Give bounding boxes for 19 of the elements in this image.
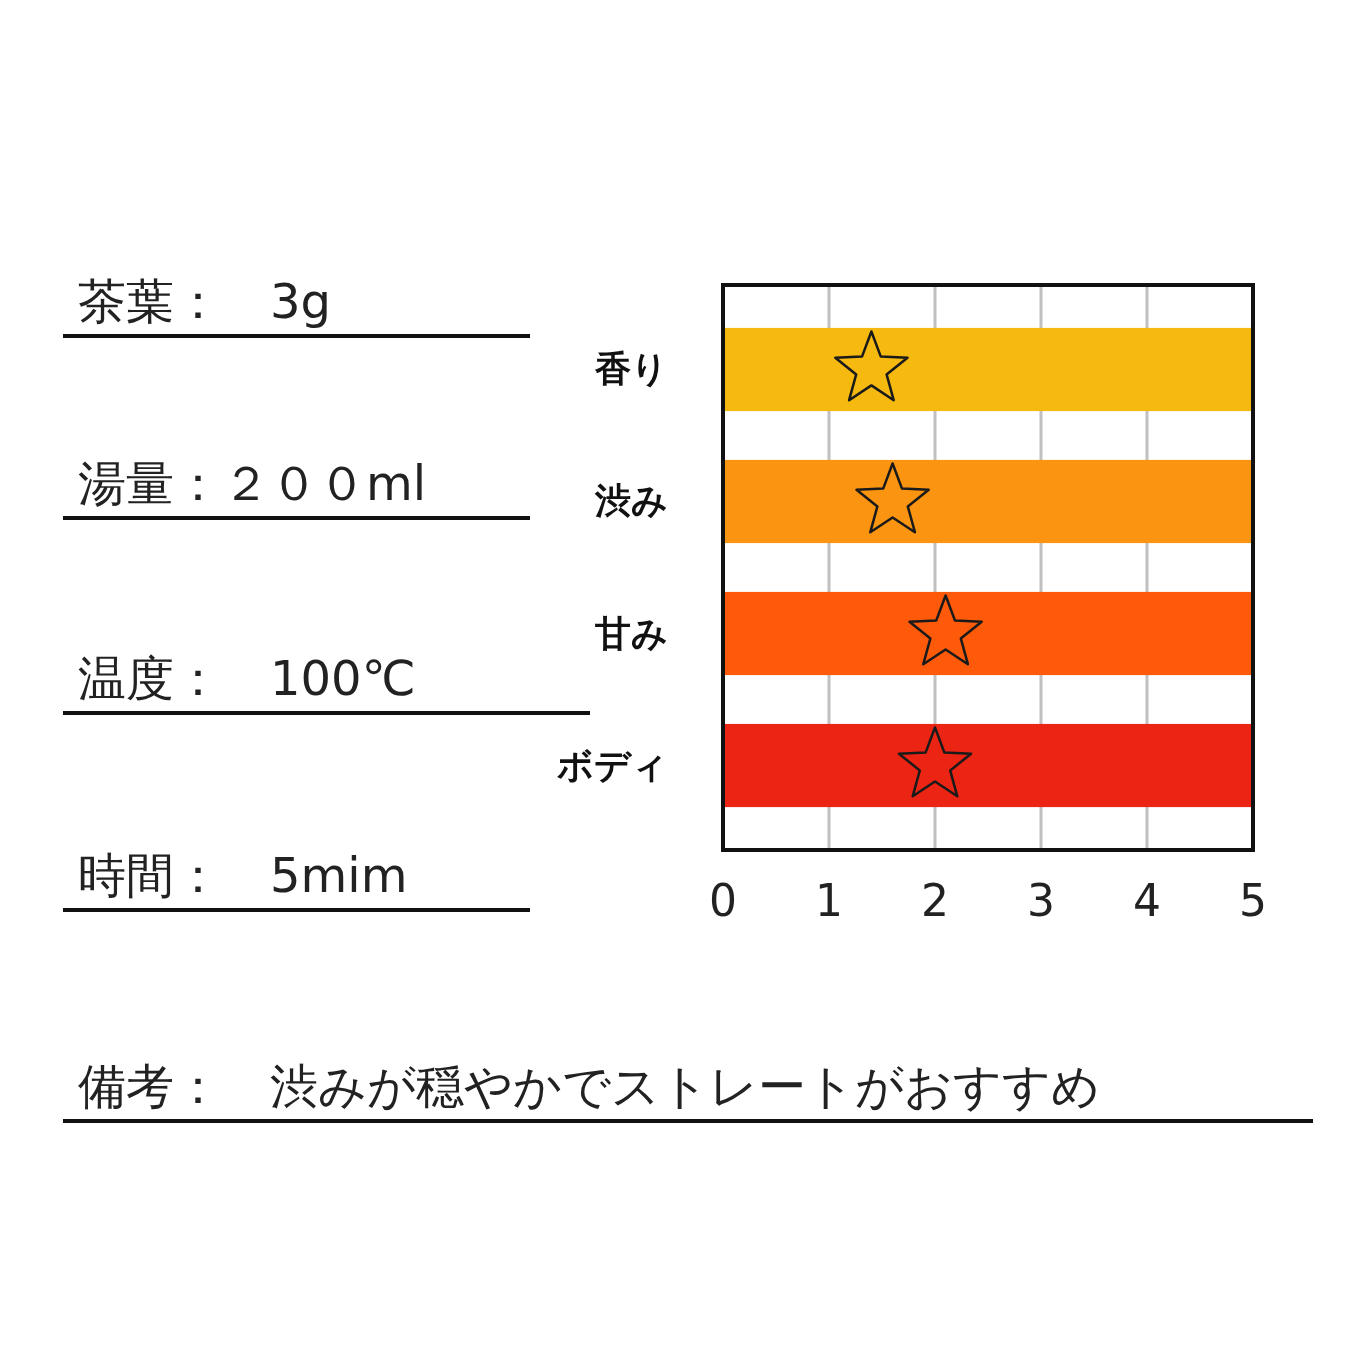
text: 温度： 100℃ xyxy=(78,650,416,706)
text: 時間： 5mim xyxy=(78,847,408,903)
x-tick-label: 5 xyxy=(1239,875,1267,926)
point xyxy=(908,594,983,666)
text: 湯量：２００ml xyxy=(78,455,427,511)
x-tick-label: 2 xyxy=(921,875,949,926)
y-tick-label: 甘み xyxy=(595,612,668,654)
text: 茶葉： 3g xyxy=(78,273,332,329)
x-tick-label: 0 xyxy=(709,875,737,926)
point xyxy=(855,462,930,534)
y-tick-label: 香り xyxy=(594,348,668,390)
y-tick-label: 渋み xyxy=(594,480,668,522)
text: 備考： 渋みが穏やかでストレートがおすすめ xyxy=(78,1058,1100,1114)
point xyxy=(834,330,909,402)
x-tick-label: 3 xyxy=(1027,875,1055,926)
x-tick-label: 4 xyxy=(1133,875,1161,926)
point xyxy=(897,726,973,798)
y-tick-label: ボディ xyxy=(557,744,668,786)
x-tick-label: 1 xyxy=(815,875,843,926)
